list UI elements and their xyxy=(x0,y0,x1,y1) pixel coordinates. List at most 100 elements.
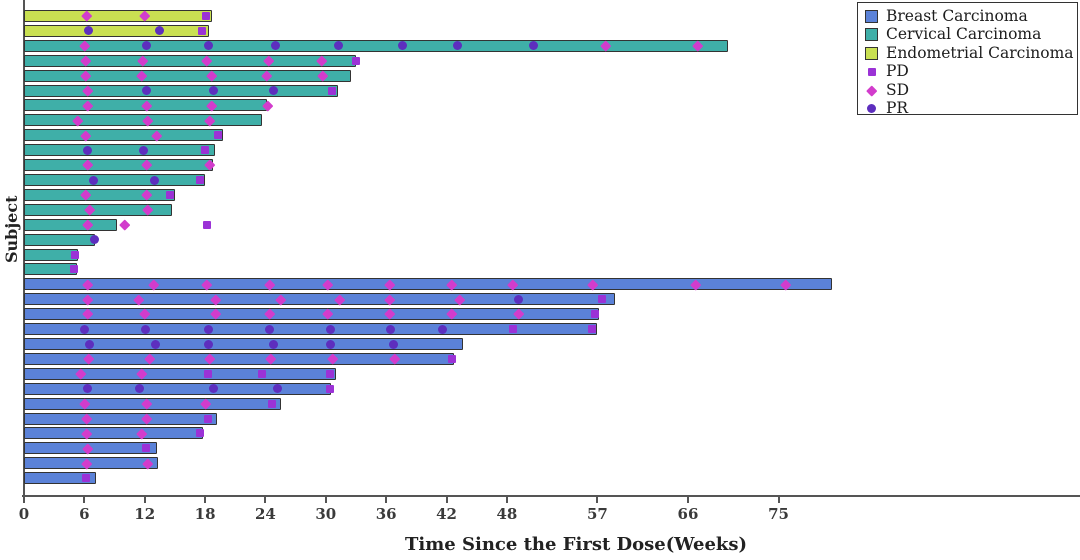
swimmer-bar-breast xyxy=(24,293,615,306)
swimmer-bar-breast xyxy=(24,338,463,351)
marker-pr-circle xyxy=(208,86,218,96)
x-tick-mark xyxy=(264,496,267,503)
marker-pr-circle xyxy=(135,384,145,394)
legend-item-breast: Breast Carcinoma xyxy=(865,7,1069,26)
swimmer-bar-cervical xyxy=(24,54,356,67)
marker-pr-circle xyxy=(273,384,282,394)
marker-pr-circle xyxy=(79,324,89,334)
x-tick-mark xyxy=(324,496,327,503)
legend-label: PR xyxy=(886,99,909,117)
marker-pd-square xyxy=(141,444,150,453)
marker-pd-square xyxy=(325,384,334,393)
legend: Breast Carcinoma Cervical Carcinoma Endome… xyxy=(857,2,1078,116)
marker-pd-square xyxy=(351,56,360,65)
x-tick-mark xyxy=(686,496,689,503)
marker-pd-square xyxy=(203,220,212,229)
swimmer-bar-cervical xyxy=(24,159,214,172)
swimmer-bar-cervical xyxy=(24,174,206,186)
swimmer-bar-endometrial xyxy=(24,24,210,37)
marker-pr-circle xyxy=(514,294,524,304)
marker-pd-square xyxy=(508,325,517,334)
marker-pr-circle xyxy=(264,324,274,334)
marker-pd-square xyxy=(198,26,207,35)
breast-color-swatch xyxy=(865,9,878,23)
legend-label: Breast Carcinoma xyxy=(886,6,1028,25)
marker-pr-circle xyxy=(142,41,152,51)
swimmer-bar-cervical xyxy=(24,129,224,142)
marker-pr-circle xyxy=(268,339,278,349)
marker-pd-square xyxy=(202,12,211,20)
x-axis-line xyxy=(22,495,1080,497)
x-tick-mark xyxy=(505,496,508,503)
legend-item-endometrial: Endometrial Carcinoma xyxy=(865,44,1074,63)
swimmer-bar-breast xyxy=(24,472,97,485)
marker-pr-circle xyxy=(397,41,407,51)
marker-pr-circle xyxy=(326,339,336,349)
marker-pr-circle xyxy=(82,384,92,394)
x-tick-mark xyxy=(83,496,86,503)
legend-label: Cervical Carcinoma xyxy=(886,25,1042,43)
marker-pd-square xyxy=(591,310,600,319)
x-tick-label: 30 xyxy=(315,505,337,523)
marker-pr-circle xyxy=(203,41,213,51)
x-tick-mark xyxy=(596,496,599,503)
swimmer-bar-breast xyxy=(24,323,598,336)
marker-pr-circle xyxy=(203,324,213,334)
marker-pr-circle xyxy=(334,41,344,51)
y-axis-title: Subject xyxy=(2,195,21,263)
marker-pd-square xyxy=(325,369,334,378)
legend-item-pd: PD xyxy=(865,63,1069,82)
swimmer-bar-breast xyxy=(24,367,336,380)
marker-pr-circle xyxy=(89,235,99,245)
x-tick-label: 75 xyxy=(768,505,789,523)
marker-pr-circle xyxy=(82,145,92,155)
marker-pr-circle xyxy=(151,339,161,349)
marker-pr-circle xyxy=(142,86,152,96)
swimmer-bar-cervical xyxy=(24,188,175,201)
x-tick-mark xyxy=(445,496,448,503)
endometrial-color-swatch xyxy=(865,46,878,60)
legend-label: Endometrial Carcinoma xyxy=(886,43,1074,62)
marker-sd-diamond xyxy=(119,219,130,231)
legend-label: SD xyxy=(886,80,910,99)
x-tick-label: 6 xyxy=(79,505,90,523)
marker-pd-square xyxy=(165,190,174,199)
x-tick-label: 12 xyxy=(134,505,156,523)
x-tick-label: 48 xyxy=(496,505,518,523)
sd-diamond-icon xyxy=(865,84,878,97)
x-tick-label: 57 xyxy=(586,505,608,523)
x-tick-label: 66 xyxy=(677,505,699,523)
y-axis-spine xyxy=(23,0,25,497)
legend-item-pr: PR xyxy=(865,100,1069,119)
marker-pr-circle xyxy=(388,339,398,349)
marker-pr-circle xyxy=(141,324,151,334)
marker-pr-circle xyxy=(271,41,280,51)
x-tick-label: 0 xyxy=(18,505,30,523)
marker-pd-square xyxy=(204,414,213,423)
marker-pd-square xyxy=(214,131,223,140)
marker-pr-circle xyxy=(83,26,93,36)
marker-pr-circle xyxy=(150,175,160,185)
marker-pr-circle xyxy=(437,324,447,334)
marker-pd-square xyxy=(196,429,205,438)
marker-pr-circle xyxy=(84,339,94,349)
swimmer-bar-cervical xyxy=(24,233,96,246)
marker-pr-circle xyxy=(88,175,98,185)
swimmer-bar-breast xyxy=(24,397,281,410)
swimmer-bar-breast xyxy=(24,278,832,291)
marker-pr-circle xyxy=(453,41,463,51)
x-tick-label: 18 xyxy=(194,505,216,523)
marker-pd-square xyxy=(70,265,79,274)
swimmer-bar-cervical xyxy=(24,69,351,82)
x-tick-mark xyxy=(143,496,146,503)
marker-pr-circle xyxy=(139,145,149,155)
swimmer-bar-breast xyxy=(24,427,204,440)
marker-pd-square xyxy=(204,369,213,378)
swimmer-bar-cervical xyxy=(24,248,79,261)
marker-pd-square xyxy=(598,295,607,304)
marker-pd-square xyxy=(71,250,80,259)
swimmer-bar-endometrial xyxy=(24,10,213,22)
marker-pr-circle xyxy=(268,86,278,96)
marker-pd-square xyxy=(196,176,205,184)
